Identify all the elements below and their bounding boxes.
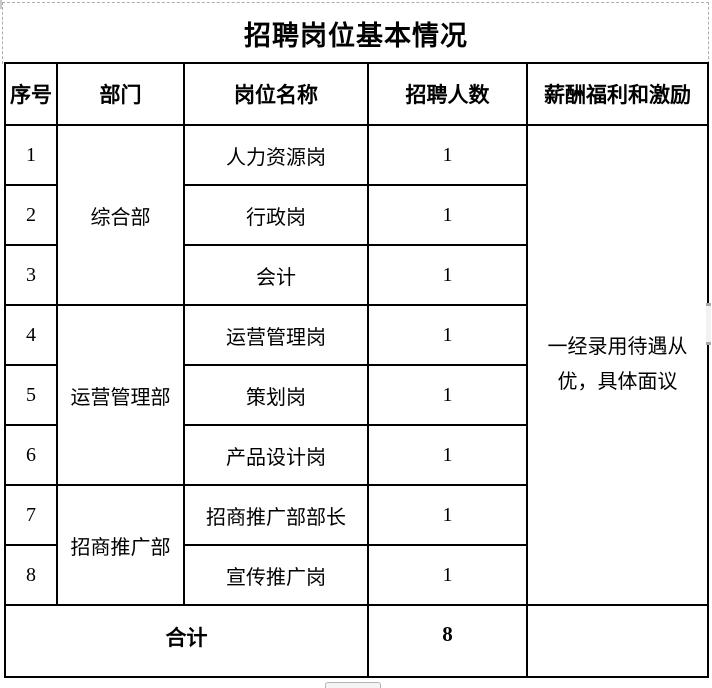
count-cell: 1 bbox=[367, 364, 528, 426]
position-cell: 宣传推广岗 bbox=[183, 544, 369, 606]
total-benefits-empty-cell bbox=[526, 604, 709, 678]
serial-cell: 1 bbox=[4, 124, 58, 186]
position-cell: 运营管理岗 bbox=[183, 304, 369, 366]
table-row: 3 会计 1 bbox=[4, 244, 708, 306]
table-row: 8 宣传推广岗 1 bbox=[4, 544, 708, 606]
serial-cell: 8 bbox=[4, 544, 58, 606]
position-cell: 行政岗 bbox=[183, 184, 369, 246]
header-benefits: 薪酬福利和激励 bbox=[526, 62, 709, 126]
page-break-dashed-border bbox=[2, 2, 709, 64]
total-label-cell: 合计 bbox=[4, 604, 369, 678]
header-headcount: 招聘人数 bbox=[367, 62, 528, 126]
count-cell: 1 bbox=[367, 484, 528, 546]
count-cell: 1 bbox=[367, 304, 528, 366]
department-cell-operations: 运营管理部 bbox=[56, 304, 185, 486]
count-cell: 1 bbox=[367, 124, 528, 186]
scrollbar-cap-icon bbox=[706, 303, 711, 306]
table-row: 1 综合部 人力资源岗 1 一经录用待遇从优，具体面议 bbox=[4, 124, 709, 606]
count-cell: 1 bbox=[367, 184, 528, 246]
table-title: 招聘岗位基本情况 bbox=[244, 21, 468, 51]
table-row: 7 招商推广部 招商推广部部长 1 bbox=[4, 484, 708, 606]
position-cell: 招商推广部部长 bbox=[183, 484, 369, 546]
position-cell: 策划岗 bbox=[183, 364, 369, 426]
scrollbar-cap-icon bbox=[706, 342, 711, 345]
total-row: 合计 8 bbox=[4, 604, 709, 678]
serial-cell: 2 bbox=[4, 184, 58, 246]
header-row: 序号 部门 岗位名称 招聘人数 薪酬福利和激励 bbox=[4, 62, 709, 126]
total-value-cell: 8 bbox=[367, 604, 528, 678]
serial-cell: 5 bbox=[4, 364, 58, 426]
count-cell: 1 bbox=[367, 244, 528, 306]
serial-cell: 3 bbox=[4, 244, 58, 306]
horizontal-scrollbar-thumb[interactable] bbox=[325, 682, 381, 688]
table-row: 5 策划岗 1 bbox=[4, 364, 708, 426]
benefits-cell: 一经录用待遇从优，具体面议 bbox=[526, 124, 709, 606]
vertical-scrollbar-thumb[interactable] bbox=[706, 303, 711, 345]
position-cell: 会计 bbox=[183, 244, 369, 306]
count-cell: 1 bbox=[367, 424, 528, 486]
corner-artifact bbox=[0, 0, 2, 9]
serial-cell: 4 bbox=[4, 304, 58, 366]
position-cell: 人力资源岗 bbox=[183, 124, 369, 186]
department-cell-general: 综合部 bbox=[56, 124, 185, 306]
serial-cell: 6 bbox=[4, 424, 58, 486]
count-cell: 1 bbox=[367, 544, 528, 606]
department-cell-promotion: 招商推广部 bbox=[56, 484, 185, 606]
table-row: 4 运营管理部 运营管理岗 1 bbox=[4, 304, 708, 486]
position-cell: 产品设计岗 bbox=[183, 424, 369, 486]
recruitment-table: 序号 部门 岗位名称 招聘人数 薪酬福利和激励 1 综合部 人力资源岗 1 一经… bbox=[4, 62, 709, 678]
serial-cell: 7 bbox=[4, 484, 58, 546]
header-serial: 序号 bbox=[4, 62, 58, 126]
table-row: 6 产品设计岗 1 bbox=[4, 424, 708, 486]
table-row: 2 行政岗 1 bbox=[4, 184, 708, 246]
header-position: 岗位名称 bbox=[183, 62, 369, 126]
header-department: 部门 bbox=[56, 62, 185, 126]
benefits-text: 一经录用待遇从优，具体面议 bbox=[547, 336, 688, 393]
